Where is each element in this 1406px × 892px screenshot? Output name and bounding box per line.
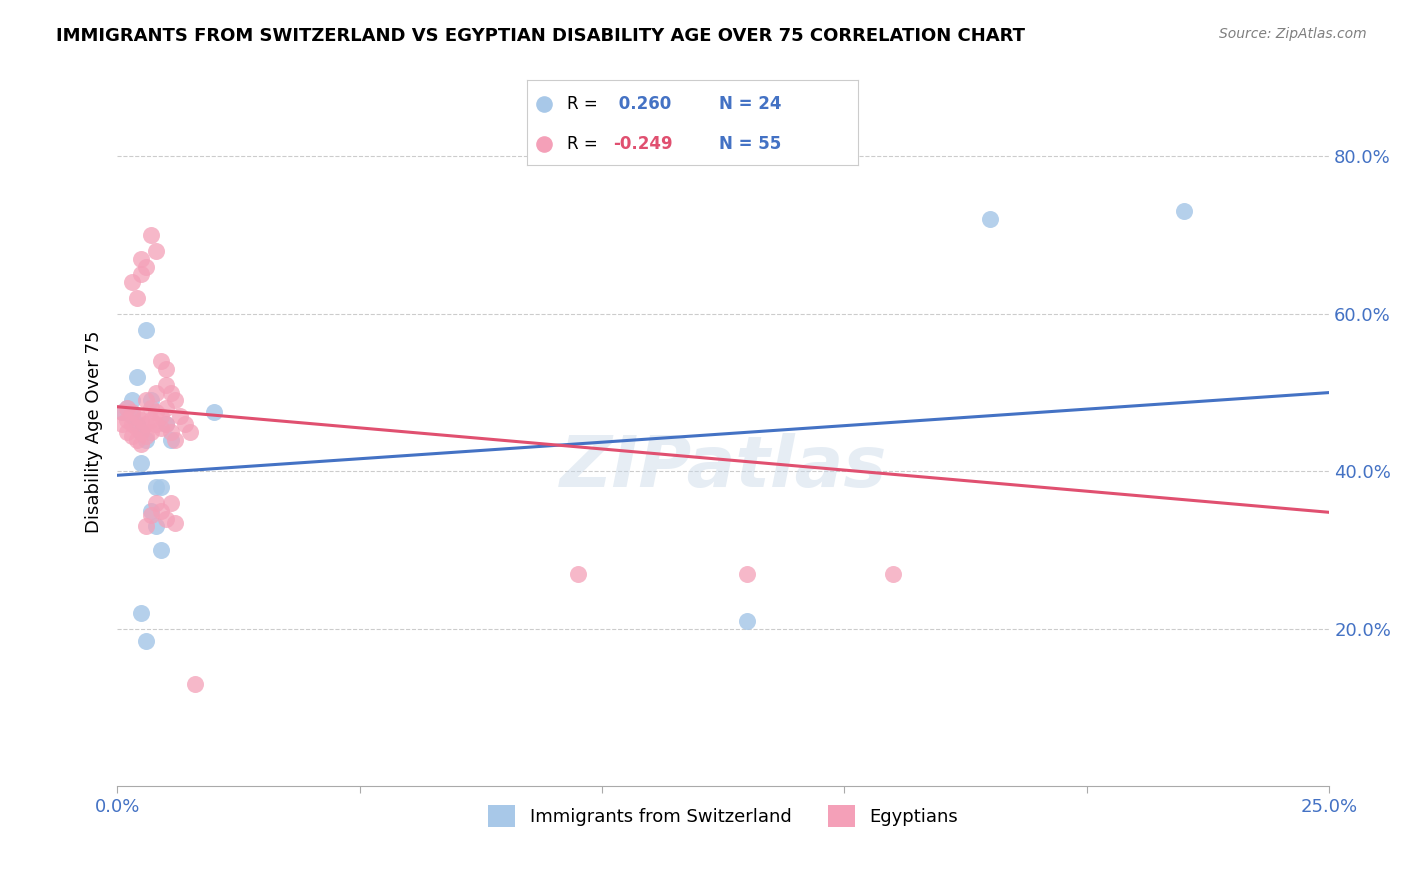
Point [155, 417, 177, 431]
Point [139, 508, 162, 522]
Point [155, 401, 177, 416]
Text: ZIPatlas: ZIPatlas [560, 433, 887, 502]
Point [125, 409, 148, 424]
Point [159, 496, 181, 510]
Point [979, 212, 1001, 227]
Point [139, 401, 162, 416]
Point [145, 385, 167, 400]
Point [1173, 204, 1195, 219]
Point [139, 227, 162, 242]
Point [139, 425, 162, 439]
Point [159, 385, 181, 400]
Point [135, 322, 157, 336]
Point [115, 425, 138, 439]
Point [155, 417, 177, 431]
Point [737, 566, 759, 581]
Y-axis label: Disability Age Over 75: Disability Age Over 75 [86, 331, 103, 533]
Point [155, 511, 177, 525]
Point [115, 413, 138, 427]
Point [111, 405, 134, 419]
Point [115, 401, 138, 416]
Point [169, 409, 191, 424]
Text: IMMIGRANTS FROM SWITZERLAND VS EGYPTIAN DISABILITY AGE OVER 75 CORRELATION CHART: IMMIGRANTS FROM SWITZERLAND VS EGYPTIAN … [56, 27, 1025, 45]
Point [159, 433, 181, 447]
Point [125, 433, 148, 447]
Text: N = 55: N = 55 [718, 135, 782, 153]
Point [882, 566, 904, 581]
Point [121, 417, 143, 431]
Point [145, 496, 167, 510]
Point [139, 393, 162, 408]
Point [145, 480, 167, 494]
Point [111, 405, 134, 419]
Point [165, 393, 187, 408]
Point [149, 354, 172, 368]
Text: R =: R = [567, 135, 598, 153]
Point [135, 519, 157, 533]
Point [149, 480, 172, 494]
Point [131, 437, 153, 451]
Point [159, 425, 181, 439]
Point [567, 566, 589, 581]
Point [165, 516, 187, 530]
Point [184, 677, 207, 691]
Point [737, 614, 759, 628]
Point [145, 519, 167, 533]
Point [165, 433, 187, 447]
Point [139, 413, 162, 427]
Point [149, 421, 172, 435]
Text: R =: R = [567, 95, 598, 113]
Point [121, 393, 143, 408]
Text: -0.249: -0.249 [613, 135, 673, 153]
Point [149, 409, 172, 424]
Point [149, 504, 172, 518]
Point [131, 457, 153, 471]
Point [135, 433, 157, 447]
Point [135, 260, 157, 274]
Point [174, 417, 197, 431]
Point [121, 409, 143, 424]
Point [131, 413, 153, 427]
Point [145, 417, 167, 431]
Point [145, 244, 167, 258]
Point [125, 369, 148, 384]
Point [131, 252, 153, 266]
Point [131, 425, 153, 439]
Point [131, 606, 153, 620]
Point [135, 417, 157, 431]
Point [135, 633, 157, 648]
Point [125, 421, 148, 435]
Point [149, 543, 172, 558]
Point [131, 425, 153, 439]
Point [111, 417, 134, 431]
Point [135, 393, 157, 408]
Point [121, 429, 143, 443]
Text: Source: ZipAtlas.com: Source: ZipAtlas.com [1219, 27, 1367, 41]
Legend: Immigrants from Switzerland, Egyptians: Immigrants from Switzerland, Egyptians [481, 797, 966, 834]
Point [155, 377, 177, 392]
Point [131, 268, 153, 282]
Point [125, 291, 148, 305]
Point [533, 136, 555, 151]
Point [533, 97, 555, 112]
Text: N = 24: N = 24 [718, 95, 782, 113]
Point [179, 425, 201, 439]
Point [121, 405, 143, 419]
Point [125, 417, 148, 431]
Point [145, 405, 167, 419]
Point [202, 405, 225, 419]
Point [121, 275, 143, 289]
Point [155, 362, 177, 376]
Point [115, 401, 138, 416]
Text: 0.260: 0.260 [613, 95, 672, 113]
Point [139, 504, 162, 518]
Point [135, 429, 157, 443]
